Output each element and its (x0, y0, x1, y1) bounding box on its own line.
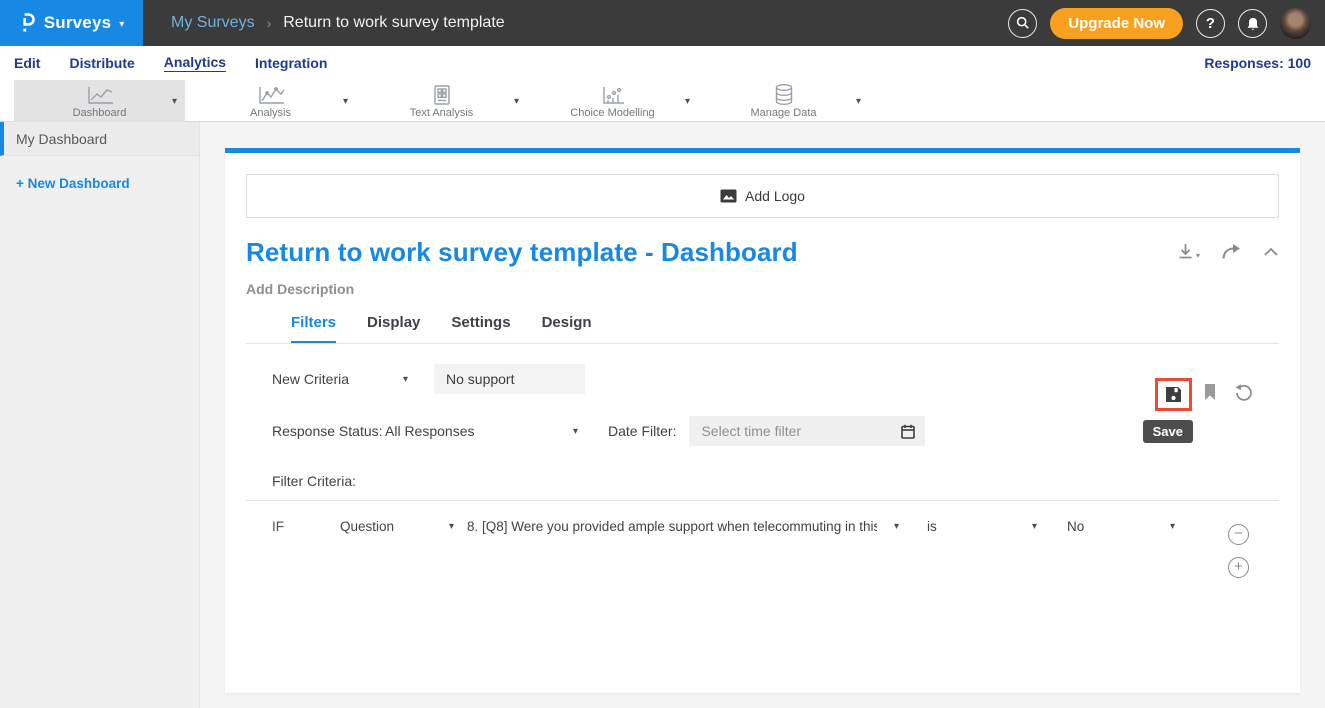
if-label: IF (272, 518, 284, 534)
analysis-chart-icon (256, 83, 286, 106)
search-icon (1016, 16, 1030, 30)
criteria-value-input[interactable] (434, 364, 585, 394)
toolbar-dashboard[interactable]: Dashboard ▾ (14, 80, 185, 122)
add-description-button[interactable]: Add Description (246, 281, 355, 297)
dashboard-tabs: Filters Display Settings Design (246, 314, 1279, 344)
tab-settings[interactable]: Settings (451, 314, 511, 331)
questionpro-logo-icon (19, 12, 36, 34)
share-button[interactable] (1221, 243, 1242, 260)
response-status-label: Response Status: (272, 423, 383, 439)
top-header: Surveys ▾ My Surveys › Return to work su… (0, 0, 1325, 46)
image-icon (720, 189, 737, 203)
save-highlight-box[interactable] (1155, 378, 1192, 411)
toolbar-text-analysis[interactable]: Text Analysis ▾ (356, 80, 527, 122)
criteria-type-dropdown[interactable]: Question ▾ (340, 518, 454, 534)
add-logo-button[interactable]: Add Logo (246, 174, 1279, 218)
avatar[interactable] (1280, 7, 1311, 39)
filter-action-icons (1155, 378, 1253, 411)
date-filter-label: Date Filter: (608, 423, 677, 439)
collapse-panel-button[interactable] (1263, 247, 1279, 257)
toolbar-analysis[interactable]: Analysis ▾ (185, 80, 356, 122)
criteria-name-dropdown[interactable]: New Criteria ▾ (272, 371, 408, 387)
bookmark-icon[interactable] (1203, 383, 1217, 406)
survey-nav: Edit Distribute Analytics Integration Re… (0, 46, 1325, 80)
chevron-down-icon: ▾ (1031, 520, 1037, 532)
text-analysis-icon (431, 83, 453, 106)
upgrade-now-button[interactable]: Upgrade Now (1050, 7, 1183, 39)
nav-integration[interactable]: Integration (255, 54, 328, 71)
calendar-icon (901, 424, 916, 439)
responses-count[interactable]: Responses: 100 (1204, 55, 1311, 71)
breadcrumb: My Surveys › Return to work survey templ… (171, 14, 505, 32)
chevron-down-icon: ▾ (119, 18, 125, 30)
search-button[interactable] (1008, 8, 1038, 38)
new-dashboard-button[interactable]: + New Dashboard (16, 176, 130, 191)
chevron-down-icon[interactable]: ▾ (171, 96, 177, 107)
criteria-answer-dropdown[interactable]: No ▾ (1067, 518, 1175, 534)
chevron-down-icon[interactable]: ▾ (342, 96, 348, 107)
header-actions: Upgrade Now ? (1008, 7, 1325, 39)
dashboard-card: Add Logo Return to work survey template … (225, 148, 1300, 693)
chevron-down-icon[interactable]: ▾ (513, 96, 519, 107)
choice-modelling-icon (600, 83, 626, 106)
chevron-down-icon: ▾ (893, 520, 899, 532)
database-icon (773, 83, 795, 106)
criteria-operator-dropdown[interactable]: is ▾ (927, 518, 1037, 534)
chevron-down-icon[interactable]: ▾ (684, 96, 690, 107)
save-icon (1164, 385, 1183, 404)
analytics-toolbar: Dashboard ▾ Analysis ▾ Text Analysis ▾ C… (0, 80, 1325, 122)
page-title: Return to work survey template - Dashboa… (246, 237, 798, 267)
notifications-button[interactable] (1238, 8, 1267, 38)
tab-display[interactable]: Display (367, 314, 421, 331)
remove-criteria-icon[interactable]: − (1228, 524, 1249, 545)
filter-criteria-label: Filter Criteria: (272, 473, 357, 489)
criteria-add-remove: − + (1228, 524, 1249, 578)
filter-criteria-row: IF Question ▾ 8. [Q8] Were you provided … (246, 514, 1279, 538)
dashboard-actions: ▾ (1177, 237, 1279, 260)
tab-filters[interactable]: Filters (291, 314, 337, 343)
breadcrumb-my-surveys[interactable]: My Surveys (171, 14, 255, 31)
response-status-dropdown[interactable]: All Responses ▾ (385, 423, 578, 439)
product-switcher[interactable]: Surveys ▾ (0, 0, 143, 46)
product-name: Surveys (43, 13, 112, 32)
criteria-question-dropdown[interactable]: 8. [Q8] Were you provided ample support … (467, 518, 899, 534)
chevron-down-icon: ▾ (1169, 520, 1175, 532)
breadcrumb-separator: › (266, 15, 272, 31)
date-filter-input[interactable] (701, 423, 902, 439)
chevron-down-icon: ▾ (448, 520, 454, 532)
help-button[interactable]: ? (1196, 8, 1225, 38)
toolbar-choice-modelling[interactable]: Choice Modelling ▾ (527, 80, 698, 122)
tab-design[interactable]: Design (541, 314, 592, 331)
chevron-down-icon: ▾ (572, 425, 578, 437)
nav-analytics[interactable]: Analytics (163, 54, 227, 72)
divider (246, 500, 1279, 501)
chevron-down-icon: ▾ (1195, 251, 1200, 260)
toolbar-manage-data[interactable]: Manage Data ▾ (698, 80, 869, 122)
filters-panel: New Criteria ▾ Save (246, 364, 1279, 578)
add-criteria-icon[interactable]: + (1228, 557, 1249, 578)
download-button[interactable]: ▾ (1177, 243, 1200, 260)
nav-edit[interactable]: Edit (14, 54, 41, 71)
line-chart-icon (85, 83, 115, 106)
breadcrumb-current: Return to work survey template (283, 14, 505, 31)
nav-distribute[interactable]: Distribute (69, 54, 135, 71)
reset-icon[interactable] (1234, 383, 1253, 407)
date-filter-field[interactable] (689, 416, 926, 446)
chevron-down-icon[interactable]: ▾ (855, 96, 861, 107)
add-logo-label: Add Logo (745, 188, 805, 204)
bell-icon (1246, 16, 1260, 31)
main-content: Add Logo Return to work survey template … (200, 122, 1325, 708)
question-mark-icon: ? (1205, 14, 1216, 32)
dashboard-sidebar: My Dashboard + New Dashboard (0, 122, 200, 708)
chevron-down-icon: ▾ (402, 373, 408, 385)
sidebar-item-my-dashboard[interactable]: My Dashboard (0, 122, 199, 156)
save-tooltip: Save (1142, 420, 1193, 443)
